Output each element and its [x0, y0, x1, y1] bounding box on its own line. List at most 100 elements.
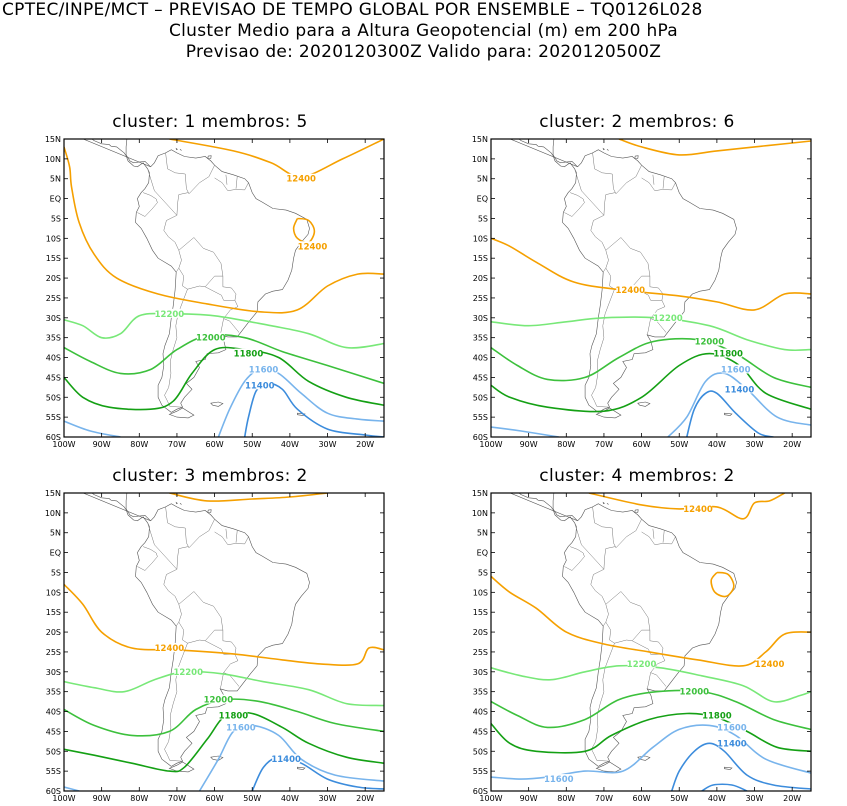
contour-label-bg [702, 710, 731, 720]
lon-tick-label: 30W [745, 440, 763, 449]
lat-tick-label: 20S [473, 274, 488, 283]
lat-tick-label: 15S [473, 254, 488, 263]
contour-label: 11600 [721, 365, 751, 375]
lat-tick-label: 15N [472, 135, 488, 144]
lon-tick-label: 70W [595, 440, 613, 449]
lon-tick-label: 90W [520, 440, 538, 449]
lon-tick-label: 60W [633, 440, 651, 449]
lon-tick-label: 50W [243, 440, 261, 449]
map-panel-cluster-3: cluster: 3 membros: 2 12400 12200 12000 118… [0, 466, 420, 806]
contour-label-bg [717, 722, 746, 732]
lat-tick-label: 45S [473, 373, 488, 382]
contour-12400 [64, 146, 384, 314]
contour-label-bg [272, 754, 301, 764]
contour-label-bg [616, 284, 645, 294]
lon-tick-label: 40W [708, 794, 726, 803]
lat-tick-label: 5N [50, 529, 61, 538]
contour-label: 12400 [298, 242, 328, 252]
contour-12400 [169, 139, 384, 178]
contour-label: 11400 [725, 385, 755, 395]
map-svg: 1240012400122001200011800116001140011600… [472, 489, 812, 803]
lat-tick-label: 30S [473, 668, 488, 677]
map-content: 12400 12400 12200 12000 11800 11600 11400 [64, 139, 384, 437]
contour-label: 12400 [286, 175, 316, 185]
contour-label-bg [226, 722, 255, 732]
lat-tick-label: 60S [46, 787, 61, 796]
contour-label-bg [287, 173, 316, 183]
lat-tick-label: 45S [46, 373, 61, 382]
map-frame [490, 138, 812, 438]
country-borders [137, 152, 249, 408]
lat-tick-label: 60S [473, 787, 488, 796]
contour-label-bg [155, 642, 184, 652]
contour-11600 [198, 724, 384, 791]
contour-label-bg [755, 658, 784, 668]
lon-tick-label: 50W [243, 794, 261, 803]
lat-tick-label: 30S [46, 668, 61, 677]
lat-tick-label: EQ [50, 549, 61, 558]
map-svg: 12400 12200 12000 11800 11600 11400 15N 10N 5N EQ… [472, 135, 812, 449]
map-svg: 12400 12400 12200 12000 11800 11600 11400 15N 10… [45, 135, 385, 449]
contour-11600 [217, 368, 384, 437]
lat-tick-label: EQ [477, 195, 488, 204]
lon-tick-label: 100W [479, 440, 502, 449]
axis-ticks [63, 492, 384, 792]
contour-label-bg [721, 364, 750, 374]
contour-label-bg [234, 348, 263, 358]
lat-tick-label: 25S [473, 648, 488, 657]
contour-12400 [64, 583, 384, 667]
lat-tick-label: 35S [473, 334, 488, 343]
contour-label: 11600 [544, 775, 574, 785]
lat-tick-label: 20S [46, 274, 61, 283]
panel-title: cluster: 4 membros: 2 [539, 466, 735, 486]
contour-label-bg [219, 710, 248, 720]
contour-label: 11800 [713, 350, 743, 360]
contour-label: 12200 [627, 660, 657, 670]
lat-tick-label: 40S [473, 354, 488, 363]
contour-12400 [710, 571, 735, 598]
lat-tick-label: 55S [46, 413, 61, 422]
lon-tick-label: 60W [633, 794, 651, 803]
contour-11800 [491, 352, 811, 413]
contour-label-bg [717, 738, 746, 748]
lon-tick-label: 70W [168, 794, 186, 803]
contour-label: 12400 [683, 505, 713, 515]
lon-tick-label: 60W [206, 440, 224, 449]
lat-tick-label: 5N [50, 175, 61, 184]
lon-tick-label: 20W [783, 794, 801, 803]
lat-tick-label: 10N [472, 155, 488, 164]
map-panel-cluster-2: cluster: 2 membros: 6 12400 12200 12000 118… [427, 112, 847, 452]
map-frame [63, 138, 385, 438]
lat-tick-label: EQ [50, 195, 61, 204]
panel-title: cluster: 3 membros: 2 [112, 466, 308, 486]
lat-tick-label: 10N [472, 509, 488, 518]
lat-tick-label: EQ [477, 549, 488, 558]
contour-label: 11400 [245, 381, 275, 391]
contour-label: 12400 [155, 644, 185, 654]
lat-tick-label: 25S [46, 294, 61, 303]
contour-label-bg [249, 364, 278, 374]
contour-12400 [588, 493, 785, 520]
contour-label: 12000 [695, 338, 725, 348]
contour-11600 [491, 426, 559, 437]
contour-12400 [169, 493, 328, 502]
contour-label: 12000 [204, 696, 234, 706]
contour-11400 [251, 756, 384, 791]
contour-label-bg [196, 332, 225, 342]
lon-tick-label: 80W [130, 440, 148, 449]
lat-tick-label: 55S [473, 767, 488, 776]
lon-tick-label: 80W [130, 794, 148, 803]
lon-tick-label: 70W [168, 440, 186, 449]
lat-tick-label: 10N [45, 509, 61, 518]
lat-tick-label: 5S [51, 568, 61, 577]
lon-tick-label: 100W [479, 794, 502, 803]
lon-tick-label: 40W [708, 440, 726, 449]
lon-tick-label: 70W [595, 794, 613, 803]
lon-tick-label: 40W [281, 794, 299, 803]
lon-tick-label: 90W [520, 794, 538, 803]
lat-tick-label: 50S [473, 747, 488, 756]
contour-11800 [64, 711, 384, 773]
header-line-2: Cluster Medio para a Altura Geopotencial… [168, 21, 679, 41]
lat-tick-label: 40S [46, 708, 61, 717]
